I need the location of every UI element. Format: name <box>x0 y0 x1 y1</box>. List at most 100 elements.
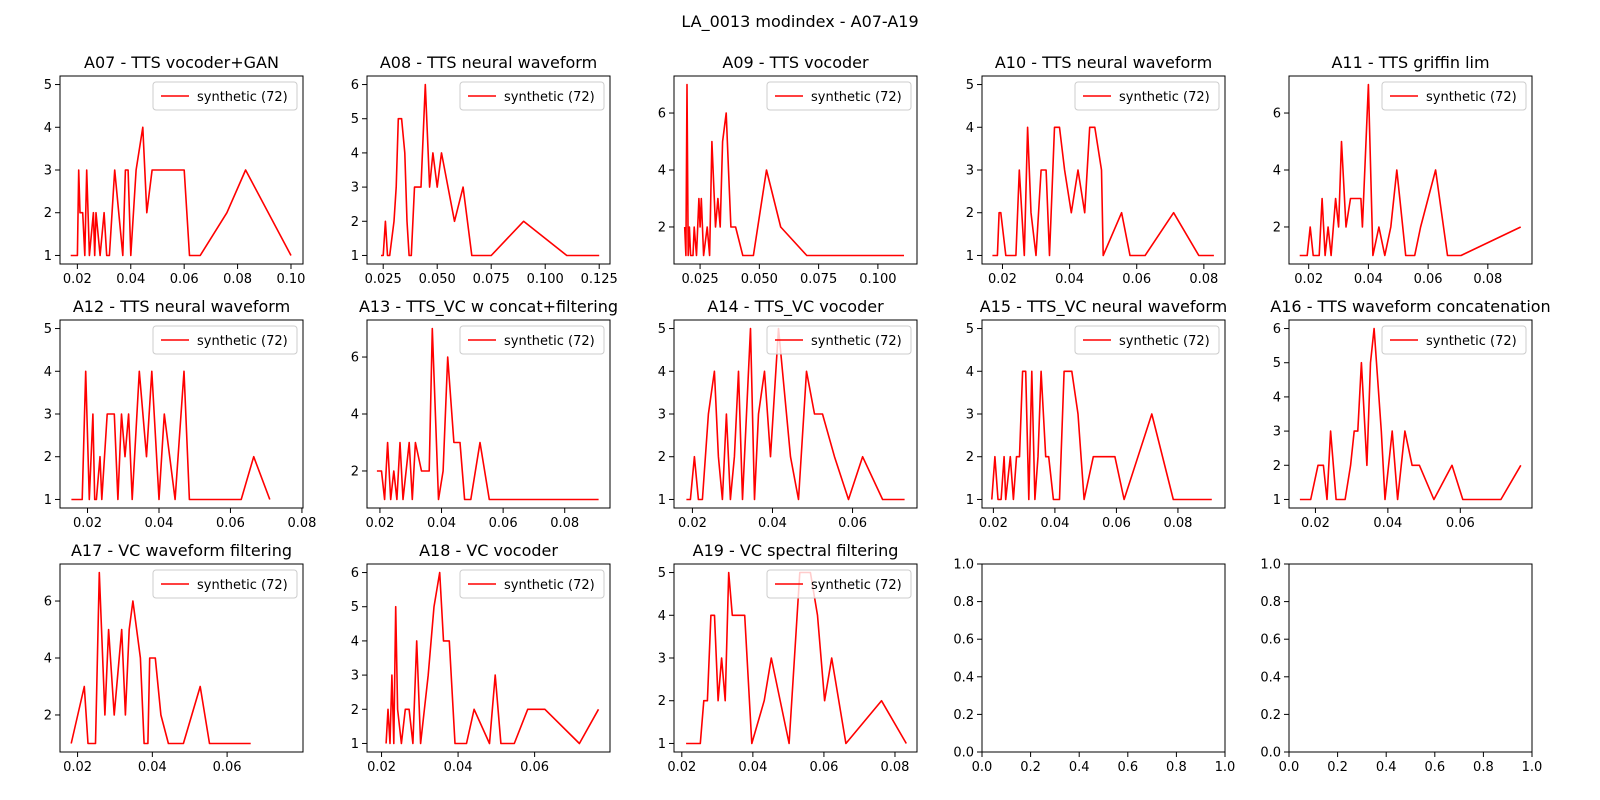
x-tick-label: 0.04 <box>1354 272 1383 287</box>
subplot-14: 0.0 0.2 0.4 0.6 0.8 1.0 0.0 0.2 0.4 0.6 0.8 1.0 <box>953 558 1235 776</box>
x-tick-label: 0.06 <box>809 760 838 775</box>
x-tick-label: 0.04 <box>758 516 787 531</box>
series-line <box>70 571 251 745</box>
legend: synthetic (72) <box>459 569 605 599</box>
x-tick-label: 0.125 <box>581 272 618 287</box>
legend: synthetic (72) <box>152 325 298 355</box>
subplot-title: A11 - TTS griffin lim <box>1331 53 1489 72</box>
axes-frame <box>1288 563 1533 753</box>
x-tick-label: 0.02 <box>667 760 696 775</box>
y-tick-label: 1 <box>658 737 666 752</box>
y-tick-label: 6 <box>44 595 52 610</box>
series-line <box>1299 83 1522 257</box>
legend-box <box>1381 81 1527 111</box>
y-tick-label: 1.0 <box>953 558 974 573</box>
y-tick-label: 5 <box>1273 356 1281 371</box>
y-tick-label: 4 <box>351 634 359 649</box>
subplot-title: A07 - TTS vocoder+GAN <box>84 53 279 72</box>
x-tick-label: 0.6 <box>1117 760 1138 775</box>
subplot-title: A14 - TTS_VC vocoder <box>707 297 884 317</box>
y-tick-label: 6 <box>1273 107 1281 122</box>
y-tick-label: 0.8 <box>953 595 974 610</box>
axes-frame <box>366 75 611 265</box>
x-tick-label: 0.050 <box>419 272 456 287</box>
series-line <box>71 370 271 501</box>
legend-label: synthetic (72) <box>504 578 595 593</box>
y-tick-label: 4 <box>658 164 666 179</box>
subplot-12: A18 - VC vocoder 0.02 0.04 0.06 1 2 3 4 5 6 synthe… <box>351 541 611 775</box>
y-tick-label: 4 <box>966 365 974 380</box>
subplot-2: A08 - TTS neural waveform 0.025 0.050 0.075… <box>351 53 618 287</box>
y-tick-label: 2 <box>351 215 359 230</box>
y-tick-label: 2 <box>44 450 52 465</box>
subplot-9: A15 - TTS_VC neural waveform 0.02 0.04 0.06… <box>966 297 1227 531</box>
x-tick-label: 0.075 <box>473 272 510 287</box>
y-tick-label: 0.2 <box>1260 708 1281 723</box>
x-tick-label: 0.06 <box>170 272 199 287</box>
y-tick-label: 0.0 <box>953 746 974 761</box>
y-tick-label: 4 <box>658 365 666 380</box>
y-tick-label: 5 <box>658 566 666 581</box>
legend: synthetic (72) <box>1381 81 1527 111</box>
y-tick-label: 1 <box>44 249 52 264</box>
series-line <box>991 370 1212 501</box>
y-tick-label: 0.4 <box>953 670 974 685</box>
y-tick-label: 3 <box>658 652 666 667</box>
axes-frame <box>1288 319 1533 509</box>
y-tick-label: 0.0 <box>1260 746 1281 761</box>
x-tick-label: 0.06 <box>213 760 242 775</box>
x-tick-label: 0.04 <box>1373 516 1402 531</box>
legend-label: synthetic (72) <box>197 334 288 349</box>
legend-label: synthetic (72) <box>811 90 902 105</box>
subplot-title: A16 - TTS waveform concatenation <box>1270 297 1550 316</box>
legend-label: synthetic (72) <box>1119 90 1210 105</box>
x-tick-label: 0.02 <box>988 272 1017 287</box>
y-tick-label: 1 <box>351 249 359 264</box>
subplot-title: A15 - TTS_VC neural waveform <box>980 297 1227 317</box>
subplot-title: A08 - TTS neural waveform <box>380 53 597 72</box>
y-tick-label: 0.8 <box>1260 595 1281 610</box>
x-tick-label: 0.02 <box>73 516 102 531</box>
x-tick-label: 0.2 <box>1020 760 1041 775</box>
x-tick-label: 0.02 <box>979 516 1008 531</box>
y-tick-label: 4 <box>44 365 52 380</box>
y-tick-label: 4 <box>351 408 359 423</box>
y-tick-label: 0.2 <box>953 708 974 723</box>
legend-box <box>766 325 912 355</box>
y-tick-label: 1 <box>966 493 974 508</box>
y-tick-label: 2 <box>658 450 666 465</box>
legend-box <box>1381 325 1527 355</box>
y-tick-label: 2 <box>658 694 666 709</box>
legend-box <box>152 569 298 599</box>
y-tick-label: 5 <box>351 112 359 127</box>
subplot-title: A13 - TTS_VC w concat+filtering <box>359 297 618 317</box>
y-tick-label: 2 <box>966 450 974 465</box>
y-tick-label: 2 <box>1273 459 1281 474</box>
y-tick-label: 1 <box>966 249 974 264</box>
y-tick-label: 4 <box>351 146 359 161</box>
subplot-6: A12 - TTS neural waveform 0.02 0.04 0.06 0.0… <box>44 297 317 531</box>
x-tick-label: 0.06 <box>216 516 245 531</box>
x-tick-label: 0.10 <box>277 272 306 287</box>
x-tick-label: 0.6 <box>1424 760 1445 775</box>
legend: synthetic (72) <box>1074 81 1220 111</box>
x-tick-label: 0.08 <box>223 272 252 287</box>
x-tick-label: 0.04 <box>116 272 145 287</box>
legend-box <box>459 569 605 599</box>
subplot-5: A11 - TTS griffin lim 0.02 0.04 0.06 0.08 2 4 6… <box>1273 53 1533 287</box>
x-tick-label: 0.08 <box>1473 272 1502 287</box>
x-tick-label: 0.4 <box>1069 760 1090 775</box>
y-tick-label: 6 <box>1273 322 1281 337</box>
x-tick-label: 0.02 <box>678 516 707 531</box>
series-line <box>686 571 907 745</box>
y-tick-label: 0.6 <box>1260 633 1281 648</box>
x-tick-label: 0.08 <box>550 516 579 531</box>
subplot-title: A17 - VC waveform filtering <box>71 541 292 560</box>
legend: synthetic (72) <box>766 325 912 355</box>
subplot-title: A10 - TTS neural waveform <box>995 53 1212 72</box>
y-tick-label: 3 <box>658 408 666 423</box>
y-tick-label: 1.0 <box>1260 558 1281 573</box>
y-tick-label: 2 <box>44 708 52 723</box>
legend: synthetic (72) <box>766 569 912 599</box>
